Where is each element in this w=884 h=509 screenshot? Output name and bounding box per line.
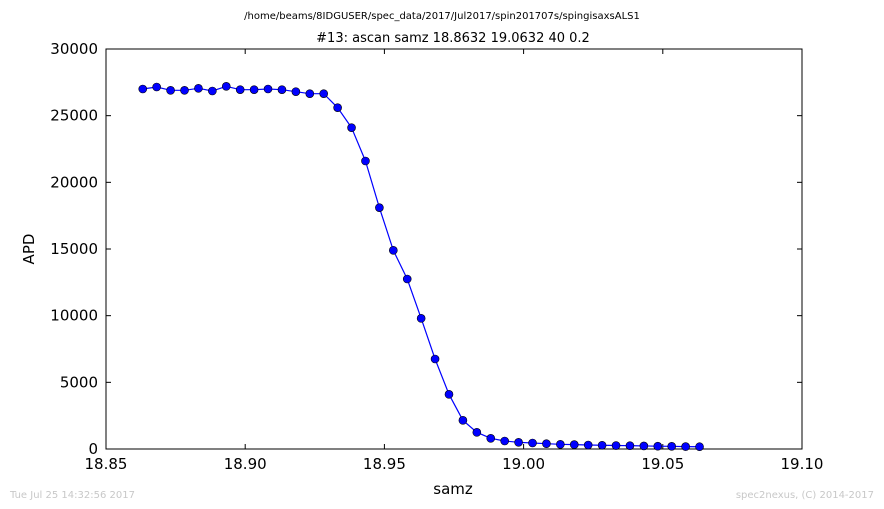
x-tick-label: 18.90 [224, 455, 267, 473]
footer-credit: spec2nexus, (C) 2014-2017 [736, 490, 874, 501]
data-point [277, 85, 287, 94]
y-tick-label: 15000 [50, 240, 98, 258]
data-point [695, 442, 704, 452]
data-point [597, 440, 607, 450]
data-point [583, 440, 593, 450]
data-point [291, 87, 301, 96]
data-point [180, 86, 189, 95]
y-tick-label: 10000 [50, 307, 98, 325]
data-point [444, 390, 454, 399]
x-tick-label: 18.85 [85, 455, 128, 473]
data-point [416, 314, 426, 323]
data-point [514, 438, 523, 447]
data-point [208, 86, 217, 96]
data-point [361, 156, 370, 166]
data-point [347, 123, 356, 132]
data-point [500, 436, 509, 446]
data-point [430, 354, 440, 364]
chart-suptitle: /home/beams/8IDGUSER/spec_data/2017/Jul2… [244, 11, 640, 22]
x-tick-label: 19.00 [502, 455, 545, 473]
x-tick-label: 19.10 [781, 455, 824, 473]
data-point [221, 82, 231, 91]
data-point [569, 440, 579, 449]
data-point [138, 84, 148, 94]
data-point [486, 434, 496, 443]
data-point [263, 84, 273, 94]
data-point [249, 85, 259, 94]
data-point [389, 246, 398, 255]
x-axis-label: samz [433, 480, 473, 498]
data-point [542, 439, 551, 448]
x-tick-label: 18.95 [363, 455, 406, 473]
plot-area: 18.85 18.90 18.95 19.00 19.05 19.10 0 5000 10000… [50, 40, 823, 473]
data-point [472, 428, 482, 437]
x-tick-label: 19.05 [641, 455, 684, 473]
data-point [305, 89, 315, 98]
data-point [625, 441, 635, 450]
series-line [142, 85, 700, 448]
data-point [611, 441, 621, 450]
data-point [333, 103, 342, 112]
data-point [166, 86, 175, 95]
data-point [235, 85, 245, 94]
data-point [194, 84, 203, 93]
data-point [152, 82, 161, 92]
data-point [528, 438, 537, 448]
data-point [458, 416, 468, 425]
y-tick-label: 30000 [50, 40, 98, 58]
y-tick-label: 0 [88, 440, 98, 458]
data-point [681, 442, 690, 451]
footer-timestamp: Tue Jul 25 14:32:56 2017 [9, 490, 135, 501]
y-tick-label: 20000 [50, 173, 98, 191]
y-axis-label: APD [20, 234, 38, 265]
y-tick-label: 25000 [50, 107, 98, 125]
data-point [667, 442, 677, 451]
data-point [653, 441, 663, 451]
data-point [402, 274, 412, 284]
chart-title: #13: ascan samz 18.8632 19.0632 40 0.2 [316, 31, 590, 46]
data-point [319, 89, 329, 98]
data-point [556, 440, 565, 449]
plot-frame [105, 48, 803, 450]
y-tick-label: 5000 [60, 373, 98, 391]
data-point [375, 203, 384, 212]
data-point [639, 441, 649, 451]
